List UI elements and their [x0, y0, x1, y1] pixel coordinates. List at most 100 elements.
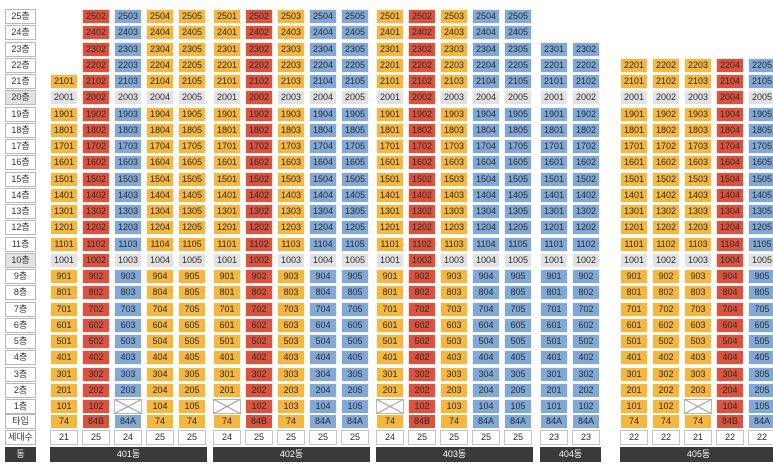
- unit-cell[interactable]: 1902: [572, 106, 600, 122]
- unit-cell[interactable]: 701: [213, 301, 241, 317]
- unit-cell[interactable]: 1501: [540, 171, 568, 187]
- unit-cell[interactable]: 304: [472, 366, 500, 382]
- unit-cell[interactable]: 1205: [504, 220, 532, 236]
- unit-cell[interactable]: 104: [472, 399, 500, 414]
- unit-cell[interactable]: 1003: [277, 252, 305, 268]
- unit-cell[interactable]: 1902: [408, 106, 436, 122]
- unit-cell[interactable]: 1203: [114, 220, 142, 236]
- unit-cell[interactable]: 1505: [504, 171, 532, 187]
- unit-cell[interactable]: 705: [504, 301, 532, 317]
- unit-cell[interactable]: 1003: [114, 252, 142, 268]
- unit-cell[interactable]: 404: [716, 350, 744, 366]
- unit-cell[interactable]: 203: [114, 382, 142, 398]
- unit-cell[interactable]: 1002: [652, 252, 680, 268]
- unit-cell[interactable]: 304: [716, 366, 744, 382]
- unit-cell[interactable]: 2304: [309, 41, 337, 57]
- unit-cell[interactable]: 305: [341, 366, 369, 382]
- unit-cell[interactable]: 2002: [408, 90, 436, 106]
- unit-cell[interactable]: 1405: [748, 187, 773, 203]
- unit-cell[interactable]: 202: [82, 382, 110, 398]
- unit-cell[interactable]: 1403: [114, 187, 142, 203]
- unit-cell[interactable]: 2201: [540, 57, 568, 73]
- unit-cell[interactable]: 2103: [114, 74, 142, 89]
- unit-cell[interactable]: 2001: [213, 90, 241, 106]
- unit-cell[interactable]: 805: [341, 285, 369, 301]
- unit-cell[interactable]: 804: [716, 285, 744, 301]
- unit-cell[interactable]: 703: [684, 301, 712, 317]
- unit-cell[interactable]: 1502: [408, 171, 436, 187]
- unit-cell[interactable]: 802: [652, 285, 680, 301]
- unit-cell[interactable]: 2502: [82, 9, 110, 24]
- unit-cell[interactable]: 2204: [146, 57, 174, 73]
- unit-cell[interactable]: 705: [341, 301, 369, 317]
- unit-cell[interactable]: 602: [652, 317, 680, 333]
- unit-cell[interactable]: 603: [684, 317, 712, 333]
- unit-cell[interactable]: 2203: [684, 57, 712, 73]
- unit-cell[interactable]: 905: [748, 269, 773, 284]
- unit-cell[interactable]: 1602: [245, 155, 273, 171]
- unit-cell[interactable]: 1002: [245, 252, 273, 268]
- unit-cell[interactable]: 1505: [748, 171, 773, 187]
- unit-cell[interactable]: 1204: [472, 220, 500, 236]
- unit-cell[interactable]: 101: [620, 399, 648, 414]
- unit-cell[interactable]: 1605: [341, 155, 369, 171]
- unit-cell[interactable]: 2303: [277, 41, 305, 57]
- unit-cell[interactable]: 901: [50, 269, 78, 284]
- unit-cell[interactable]: 2205: [748, 57, 773, 73]
- unit-cell[interactable]: 1401: [213, 187, 241, 203]
- unit-cell[interactable]: 2403: [277, 25, 305, 41]
- unit-cell[interactable]: 1504: [309, 171, 337, 187]
- unit-cell[interactable]: 1904: [472, 106, 500, 122]
- unit-cell[interactable]: 501: [50, 334, 78, 349]
- unit-cell[interactable]: 201: [50, 382, 78, 398]
- unit-cell[interactable]: 1001: [620, 252, 648, 268]
- unit-cell[interactable]: 1601: [620, 155, 648, 171]
- unit-cell[interactable]: 1101: [620, 236, 648, 252]
- unit-cell[interactable]: 1104: [716, 236, 744, 252]
- unit-cell[interactable]: 304: [309, 366, 337, 382]
- unit-cell[interactable]: 801: [376, 285, 404, 301]
- unit-cell[interactable]: 203: [440, 382, 468, 398]
- unit-cell[interactable]: 203: [277, 382, 305, 398]
- unit-cell[interactable]: 1103: [277, 236, 305, 252]
- unit-cell[interactable]: 1705: [341, 139, 369, 154]
- unit-cell[interactable]: 401: [540, 350, 568, 366]
- unit-cell[interactable]: 2002: [245, 90, 273, 106]
- unit-cell[interactable]: 1301: [213, 204, 241, 219]
- unit-cell[interactable]: 1402: [408, 187, 436, 203]
- unit-cell[interactable]: 2502: [245, 9, 273, 24]
- unit-cell[interactable]: 901: [620, 269, 648, 284]
- unit-cell[interactable]: 1204: [716, 220, 744, 236]
- unit-cell[interactable]: 301: [620, 366, 648, 382]
- unit-cell[interactable]: 402: [572, 350, 600, 366]
- unit-cell[interactable]: 703: [114, 301, 142, 317]
- unit-cell[interactable]: 2401: [213, 25, 241, 41]
- unit-cell[interactable]: 1401: [376, 187, 404, 203]
- unit-cell[interactable]: 1005: [341, 252, 369, 268]
- unit-cell[interactable]: 502: [82, 334, 110, 349]
- unit-cell[interactable]: 501: [376, 334, 404, 349]
- unit-cell[interactable]: 1401: [540, 187, 568, 203]
- unit-cell[interactable]: 1101: [50, 236, 78, 252]
- unit-cell[interactable]: 2003: [684, 90, 712, 106]
- unit-cell[interactable]: 2402: [245, 25, 273, 41]
- unit-cell[interactable]: 1702: [245, 139, 273, 154]
- unit-cell[interactable]: 2301: [540, 41, 568, 57]
- unit-cell[interactable]: 1404: [146, 187, 174, 203]
- unit-cell[interactable]: 2004: [146, 90, 174, 106]
- unit-cell[interactable]: 105: [178, 399, 206, 414]
- unit-cell[interactable]: 2002: [572, 90, 600, 106]
- unit-cell[interactable]: 1701: [376, 139, 404, 154]
- unit-cell[interactable]: 2004: [716, 90, 744, 106]
- unit-cell[interactable]: 701: [540, 301, 568, 317]
- unit-cell[interactable]: 1001: [213, 252, 241, 268]
- unit-cell[interactable]: 2005: [341, 90, 369, 106]
- unit-cell[interactable]: 1405: [341, 187, 369, 203]
- unit-cell[interactable]: 1905: [504, 106, 532, 122]
- unit-cell[interactable]: 902: [572, 269, 600, 284]
- unit-cell[interactable]: 1303: [440, 204, 468, 219]
- unit-cell[interactable]: 301: [540, 366, 568, 382]
- unit-cell[interactable]: 904: [309, 269, 337, 284]
- unit-cell[interactable]: 1605: [504, 155, 532, 171]
- unit-cell[interactable]: 1305: [178, 204, 206, 219]
